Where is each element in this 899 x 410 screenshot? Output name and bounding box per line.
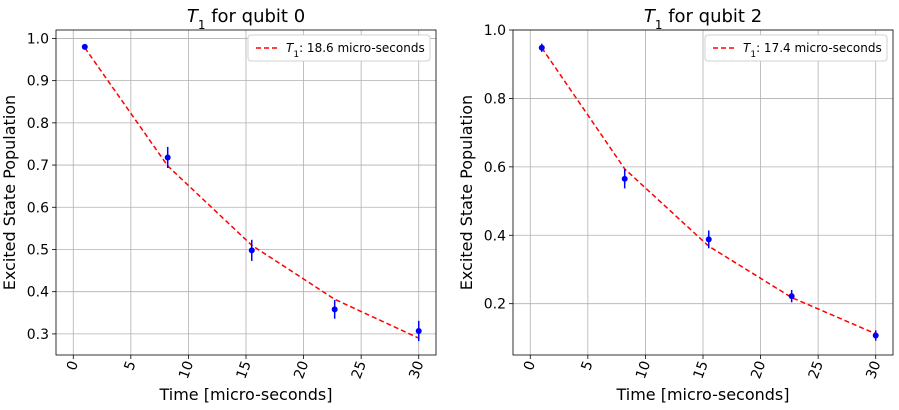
y-tick-label: 0.7 [27,158,49,174]
x-tick-label: 20 [748,359,769,381]
y-tick-label: 0.2 [484,297,506,313]
x-tick-label: 5 [122,359,140,373]
y-axis-label: Excited State Population [457,95,476,290]
x-axis-label: Time [micro-seconds] [158,385,332,404]
legend: T1: 18.6 micro-seconds [247,34,431,62]
grid [56,30,436,355]
x-tick-label: 10 [176,359,197,381]
y-tick-label: 1.0 [484,23,506,39]
fit-line [541,47,877,335]
x-tick-label: 15 [234,359,255,381]
chart-panel-qubit-2: 0 5 10 15 20 25 30 0.2 0.4 0.6 0.8 1.0 T1 for qubit… [457,6,894,404]
x-tick-label: 25 [349,359,370,381]
x-tick-label: 15 [691,359,712,381]
legend-box [704,34,888,62]
x-axis-label: Time [micro-seconds] [615,385,789,404]
chart-title: T1 for qubit 2 [644,6,762,32]
data-point [538,44,545,51]
legend-label: T1: 18.6 micro-seconds [286,41,425,60]
x-tick-label: 0 [521,359,539,373]
y-tick-label: 0.5 [27,242,49,258]
legend: T1: 17.4 micro-seconds [704,34,888,62]
legend-box [247,34,431,62]
y-tick-label: 0.4 [484,228,506,244]
y-tick-label: 0.6 [27,200,49,216]
data-point [331,306,338,313]
data-point [415,327,422,334]
fit-line [84,47,420,339]
chart-title: T1 for qubit 0 [187,6,305,32]
data-point [164,154,171,161]
x-tick-label: 10 [633,359,654,381]
y-tick-label: 0.9 [27,74,49,90]
y-tick-label: 0.8 [484,91,506,107]
data-point [81,43,88,50]
x-tick-label: 30 [863,359,884,381]
y-tick-label: 0.3 [27,327,49,343]
legend-label: T1: 17.4 micro-seconds [743,41,882,60]
ticks: 0 5 10 15 20 25 30 0.3 0.4 0.5 0.6 0.7 0.8 0.9 1.0 [27,31,428,381]
data-point [621,175,628,182]
x-tick-label: 30 [406,359,427,381]
data-point [248,247,255,254]
ticks: 0 5 10 15 20 25 30 0.2 0.4 0.6 0.8 1.0 [484,23,885,381]
series [81,43,422,342]
y-tick-label: 0.4 [27,285,49,301]
x-tick-label: 25 [806,359,827,381]
x-tick-label: 5 [579,359,597,373]
x-tick-label: 0 [64,359,82,373]
y-axis-label: Excited State Population [0,95,19,290]
grid [513,29,893,355]
data-point [872,332,879,339]
data-point [705,236,712,243]
y-tick-label: 0.6 [484,160,506,176]
series [538,43,879,341]
y-tick-label: 1.0 [27,31,49,47]
data-point [788,293,795,300]
y-tick-label: 0.8 [27,116,49,132]
x-tick-label: 20 [291,359,312,381]
chart-panel-qubit-0: 0 5 10 15 20 25 30 0.3 0.4 0.5 0.6 0.7 0.8 0.9 1.0 T1 … [0,6,437,404]
